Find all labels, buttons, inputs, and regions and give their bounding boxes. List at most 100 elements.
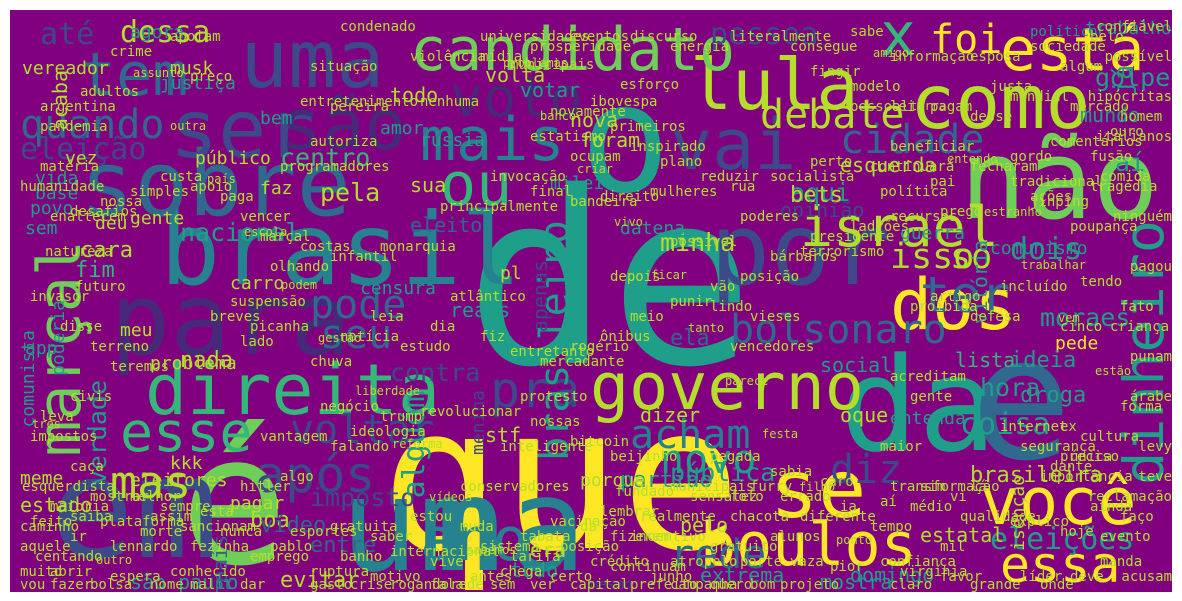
word-cloud-word: esportes [290, 524, 358, 540]
word-cloud-word: povo [30, 198, 74, 219]
word-cloud-word: fofo [730, 489, 764, 505]
word-cloud-word: incluído [1000, 279, 1068, 295]
word-cloud-word: candidato [410, 15, 736, 85]
word-cloud-word: árabe [1129, 389, 1172, 405]
word-cloud-word: internet [1000, 419, 1068, 435]
word-cloud-word: parte [740, 554, 783, 570]
word-cloud-word: espera [110, 569, 161, 585]
word-cloud-word: fato [1120, 299, 1154, 315]
word-cloud-word: feito [30, 514, 73, 530]
word-cloud-word: simples [130, 184, 190, 200]
word-cloud-word: humanidade [20, 179, 105, 195]
word-cloud-word: reduzir [700, 169, 760, 185]
word-cloud-word: hitler [240, 479, 291, 495]
word-cloud-word: realmente [640, 509, 716, 525]
word-cloud-word: aqui [790, 178, 851, 207]
word-cloud-word: gasto [310, 577, 353, 592]
word-cloud-word: vieses [750, 309, 801, 325]
word-cloud-word: notícia [340, 329, 400, 345]
word-cloud-word: comunismo [990, 238, 1088, 259]
word-cloud-word: o [580, 53, 671, 227]
word-cloud-word: ideia [1010, 348, 1077, 373]
word-cloud-word: pagam [930, 99, 973, 115]
word-cloud-word: estranho [984, 205, 1042, 219]
word-cloud-word: teremos [110, 359, 170, 375]
word-cloud-word: seu [320, 312, 393, 358]
word-cloud-word: natureza [45, 244, 113, 260]
word-cloud-word: esposa [970, 49, 1021, 65]
word-cloud-word: poderia [48, 300, 69, 376]
word-cloud-word: pt [215, 577, 232, 592]
word-cloud-word: extrema [700, 563, 785, 587]
word-cloud-word: político [1030, 24, 1098, 40]
word-cloud-word: ônibus [600, 329, 651, 345]
word-cloud-word: era [530, 538, 567, 562]
word-cloud-word: eleito [410, 213, 483, 237]
word-cloud-word: ela [670, 326, 710, 351]
word-cloud-word: rede [670, 532, 767, 578]
word-cloud-word: morte [140, 524, 183, 540]
word-cloud-word: acreditam [890, 369, 966, 385]
word-cloud-word: sem [490, 577, 516, 592]
word-cloud-word: são paulo [130, 570, 239, 592]
word-cloud-word: certo [550, 569, 593, 585]
word-cloud-word: breves [210, 309, 261, 325]
word-cloud-word: sem [25, 218, 58, 239]
word-cloud-word: ocupam [570, 149, 621, 165]
word-cloud-word: bárbaros [770, 249, 838, 265]
word-cloud-word: vai [670, 104, 797, 186]
word-cloud-word: futuro [75, 279, 126, 295]
word-cloud-word: que [380, 363, 742, 592]
word-cloud-word: saber [370, 529, 413, 545]
word-cloud-word: médio [910, 499, 953, 515]
word-cloud-word: jinping [1030, 194, 1090, 210]
word-cloud-word: vou [20, 577, 46, 592]
word-cloud-word: posição [740, 269, 800, 285]
word-cloud-word: atlântico [450, 289, 526, 305]
word-cloud-word: ibovespa [590, 94, 658, 110]
word-cloud-word: argentina [40, 99, 116, 115]
word-cloud-word: e [970, 301, 1073, 499]
word-cloud-word: tragédia [1090, 179, 1158, 195]
word-cloud-word: esquerdista [22, 479, 115, 495]
word-cloud-word: tanto [688, 321, 725, 335]
word-cloud-word: kkk [170, 453, 203, 474]
word-cloud-word: rua [730, 179, 756, 195]
word-cloud-word: pra [490, 361, 581, 419]
word-cloud-word: nossas [530, 414, 581, 430]
word-cloud-word: diz [830, 447, 903, 493]
word-cloud-word: eleitores [130, 470, 228, 491]
word-cloud-word: discurso [630, 29, 698, 45]
word-cloud-word: ver [530, 577, 556, 592]
word-cloud-word: ruptura [310, 564, 370, 580]
word-cloud-word: festa [762, 427, 799, 441]
word-cloud-word: abrir [50, 564, 93, 580]
word-cloud-word: app [25, 338, 58, 359]
word-cloud-word: fingir [810, 64, 861, 80]
word-cloud-word: vi [950, 489, 967, 505]
word-cloud-word: mal [190, 577, 216, 592]
word-cloud-word: centro [280, 143, 371, 172]
word-cloud-word: tarifa [510, 549, 561, 565]
word-cloud-word: acham [630, 412, 751, 458]
word-cloud-word: imposto [310, 483, 416, 512]
word-cloud-word: criança [1110, 319, 1170, 335]
word-cloud-word: fim [75, 258, 115, 283]
word-cloud-word: matéria [40, 159, 100, 175]
word-cloud-word: meio [630, 309, 664, 325]
word-cloud-word: eleições [990, 522, 1135, 557]
word-cloud-word: levy [1138, 439, 1172, 455]
word-cloud-word: dois [1010, 232, 1083, 267]
word-cloud-word: é [180, 397, 289, 592]
word-cloud-word: em [50, 428, 219, 591]
word-cloud-word: vencedores [730, 339, 815, 355]
word-cloud-word: governo [590, 350, 864, 425]
word-cloud-word: guerra [900, 223, 966, 244]
word-cloud-word: pereira [330, 99, 390, 115]
word-cloud-word: gratuita [330, 519, 398, 535]
word-cloud-word: entenda [890, 408, 966, 429]
word-cloud-word: mundo [1080, 103, 1141, 127]
word-cloud-word: stf [485, 423, 522, 447]
word-cloud-word: modelo [850, 79, 901, 95]
word-cloud-word: custa [160, 169, 203, 185]
